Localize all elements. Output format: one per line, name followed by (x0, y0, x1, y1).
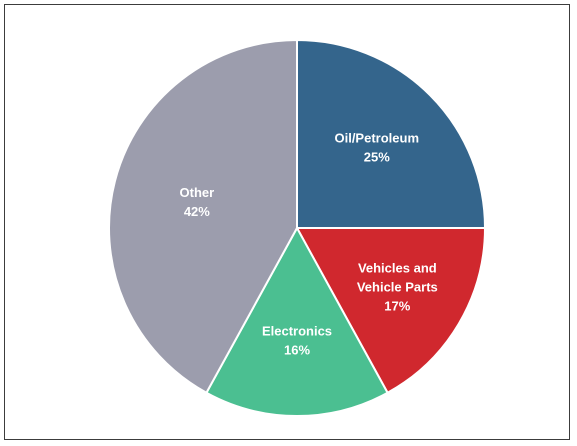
pie-labels: Oil/Petroleum 25% Vehicles and Vehicle Part… (180, 131, 438, 358)
pie-slice-oil-petroleum (296, 38, 487, 229)
slice-category-label: Vehicle Parts (357, 279, 438, 294)
slice-value-label: 16% (284, 342, 310, 357)
slice-category-label: Vehicles and (358, 260, 437, 275)
slice-value-label: 17% (384, 298, 410, 313)
slice-category-label: Oil/Petroleum (334, 131, 419, 146)
slice-category-label: Other (180, 185, 215, 200)
slice-label-other: Other 42% (180, 185, 215, 219)
pie-slice-other (108, 38, 298, 395)
pie-slices (108, 38, 487, 417)
slice-label-electronics: Electronics 16% (262, 323, 332, 357)
pie-slice-vehicles-and-vehicle-parts (295, 227, 487, 395)
pie-slice-electronics (205, 225, 389, 417)
slice-label-vehicles-and-vehicle-parts: Vehicles and Vehicle Parts 17% (357, 260, 438, 313)
slice-value-label: 25% (364, 150, 390, 165)
slice-value-label: 42% (184, 204, 210, 219)
slice-label-oil-petroleum: Oil/Petroleum 25% (334, 131, 419, 165)
slice-category-label: Electronics (262, 323, 332, 338)
